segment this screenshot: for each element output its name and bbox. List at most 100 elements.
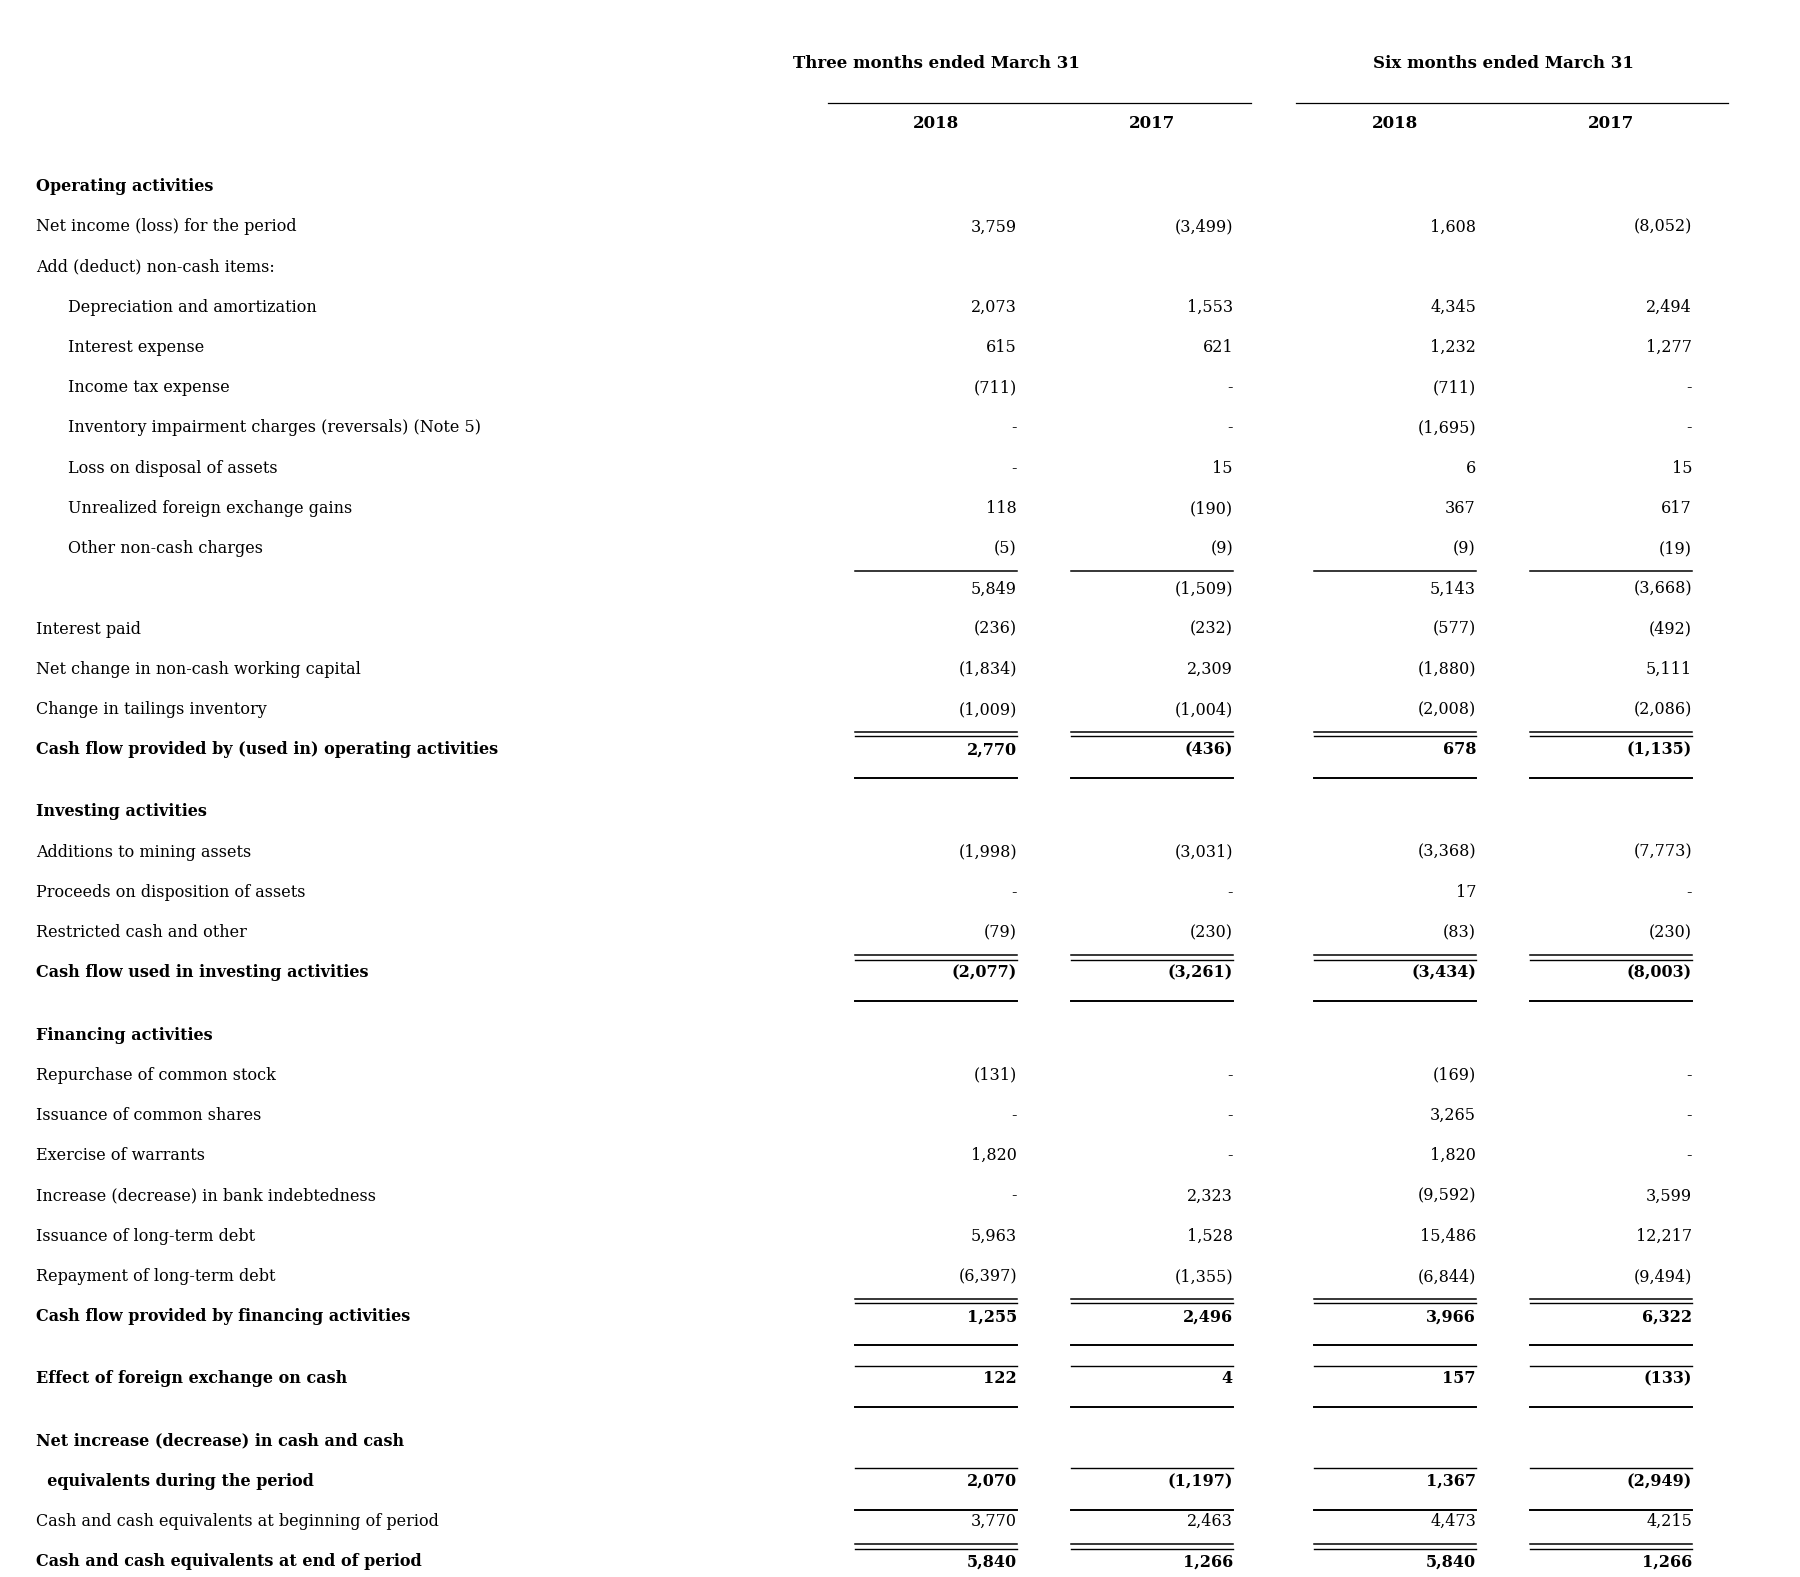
Text: Effect of foreign exchange on cash: Effect of foreign exchange on cash [36, 1370, 347, 1388]
Text: 1,232: 1,232 [1431, 339, 1476, 356]
Text: (3,668): (3,668) [1633, 580, 1692, 598]
Text: -: - [1012, 419, 1017, 437]
Text: (133): (133) [1643, 1370, 1692, 1388]
Text: 2017: 2017 [1129, 115, 1175, 132]
Text: (3,031): (3,031) [1174, 844, 1233, 861]
Text: -: - [1228, 1066, 1233, 1083]
Text: (2,008): (2,008) [1418, 700, 1476, 718]
Text: 5,143: 5,143 [1429, 580, 1476, 598]
Text: Repayment of long-term debt: Repayment of long-term debt [36, 1268, 275, 1285]
Text: Net change in non-cash working capital: Net change in non-cash working capital [36, 661, 360, 678]
Text: -: - [1012, 883, 1017, 900]
Text: 1,277: 1,277 [1645, 339, 1692, 356]
Text: 5,963: 5,963 [970, 1227, 1017, 1244]
Text: 1,820: 1,820 [1431, 1146, 1476, 1164]
Text: (6,844): (6,844) [1418, 1268, 1476, 1285]
Text: 3,599: 3,599 [1645, 1187, 1692, 1205]
Text: (190): (190) [1190, 500, 1233, 517]
Text: 1,367: 1,367 [1426, 1473, 1476, 1490]
Text: 15: 15 [1213, 459, 1233, 476]
Text: Other non-cash charges: Other non-cash charges [68, 539, 263, 557]
Text: Cash and cash equivalents at beginning of period: Cash and cash equivalents at beginning o… [36, 1512, 439, 1530]
Text: -: - [1228, 1107, 1233, 1124]
Text: 3,770: 3,770 [970, 1512, 1017, 1530]
Text: (1,509): (1,509) [1174, 580, 1233, 598]
Text: -: - [1687, 1066, 1692, 1083]
Text: Unrealized foreign exchange gains: Unrealized foreign exchange gains [68, 500, 353, 517]
Text: 6,322: 6,322 [1642, 1307, 1692, 1325]
Text: 621: 621 [1202, 339, 1233, 356]
Text: -: - [1687, 883, 1692, 900]
Text: 5,840: 5,840 [1426, 1553, 1476, 1571]
Text: 15,486: 15,486 [1420, 1227, 1476, 1244]
Text: 118: 118 [986, 500, 1017, 517]
Text: Cash flow provided by (used in) operating activities: Cash flow provided by (used in) operatin… [36, 741, 499, 759]
Text: (8,003): (8,003) [1627, 964, 1692, 981]
Text: Interest paid: Interest paid [36, 620, 140, 637]
Text: Six months ended March 31: Six months ended March 31 [1373, 55, 1633, 73]
Text: Net increase (decrease) in cash and cash: Net increase (decrease) in cash and cash [36, 1432, 405, 1449]
Text: (1,880): (1,880) [1418, 661, 1476, 678]
Text: -: - [1228, 378, 1233, 396]
Text: 12,217: 12,217 [1636, 1227, 1692, 1244]
Text: 4: 4 [1222, 1370, 1233, 1388]
Text: Cash and cash equivalents at end of period: Cash and cash equivalents at end of peri… [36, 1553, 421, 1571]
Text: Operating activities: Operating activities [36, 178, 214, 196]
Text: (3,499): (3,499) [1174, 218, 1233, 235]
Text: Net income (loss) for the period: Net income (loss) for the period [36, 218, 297, 235]
Text: -: - [1687, 1146, 1692, 1164]
Text: 1,255: 1,255 [967, 1307, 1017, 1325]
Text: 6: 6 [1465, 459, 1476, 476]
Text: 367: 367 [1445, 500, 1476, 517]
Text: 5,840: 5,840 [967, 1553, 1017, 1571]
Text: -: - [1228, 883, 1233, 900]
Text: (436): (436) [1184, 741, 1233, 759]
Text: (1,998): (1,998) [958, 844, 1017, 861]
Text: Exercise of warrants: Exercise of warrants [36, 1146, 205, 1164]
Text: (1,009): (1,009) [959, 700, 1017, 718]
Text: 2,070: 2,070 [967, 1473, 1017, 1490]
Text: 1,820: 1,820 [972, 1146, 1017, 1164]
Text: -: - [1012, 1107, 1017, 1124]
Text: (1,695): (1,695) [1417, 419, 1476, 437]
Text: (169): (169) [1433, 1066, 1476, 1083]
Text: -: - [1687, 1107, 1692, 1124]
Text: 2,770: 2,770 [967, 741, 1017, 759]
Text: Add (deduct) non-cash items:: Add (deduct) non-cash items: [36, 259, 275, 276]
Text: 678: 678 [1442, 741, 1476, 759]
Text: (131): (131) [974, 1066, 1017, 1083]
Text: 1,608: 1,608 [1429, 218, 1476, 235]
Text: 5,111: 5,111 [1645, 661, 1692, 678]
Text: Financing activities: Financing activities [36, 1027, 212, 1044]
Text: Issuance of common shares: Issuance of common shares [36, 1107, 261, 1124]
Text: Additions to mining assets: Additions to mining assets [36, 844, 252, 861]
Text: 157: 157 [1442, 1370, 1476, 1388]
Text: 617: 617 [1661, 500, 1692, 517]
Text: (492): (492) [1649, 620, 1692, 637]
Text: 122: 122 [983, 1370, 1017, 1388]
Text: (230): (230) [1649, 924, 1692, 941]
Text: 1,266: 1,266 [1642, 1553, 1692, 1571]
Text: 2,494: 2,494 [1647, 298, 1692, 315]
Text: (236): (236) [974, 620, 1017, 637]
Text: Cash flow used in investing activities: Cash flow used in investing activities [36, 964, 369, 981]
Text: 3,966: 3,966 [1426, 1307, 1476, 1325]
Text: 2,496: 2,496 [1183, 1307, 1233, 1325]
Text: Three months ended March 31: Three months ended March 31 [792, 55, 1080, 73]
Text: (1,004): (1,004) [1175, 700, 1233, 718]
Text: (19): (19) [1660, 539, 1692, 557]
Text: -: - [1687, 378, 1692, 396]
Text: Income tax expense: Income tax expense [68, 378, 230, 396]
Text: Interest expense: Interest expense [68, 339, 205, 356]
Text: Issuance of long-term debt: Issuance of long-term debt [36, 1227, 256, 1244]
Text: 1,266: 1,266 [1183, 1553, 1233, 1571]
Text: Restricted cash and other: Restricted cash and other [36, 924, 247, 941]
Text: -: - [1012, 459, 1017, 476]
Text: (230): (230) [1190, 924, 1233, 941]
Text: (2,949): (2,949) [1627, 1473, 1692, 1490]
Text: (1,355): (1,355) [1174, 1268, 1233, 1285]
Text: (7,773): (7,773) [1633, 844, 1692, 861]
Text: (3,434): (3,434) [1411, 964, 1476, 981]
Text: (9): (9) [1210, 539, 1233, 557]
Text: (232): (232) [1190, 620, 1233, 637]
